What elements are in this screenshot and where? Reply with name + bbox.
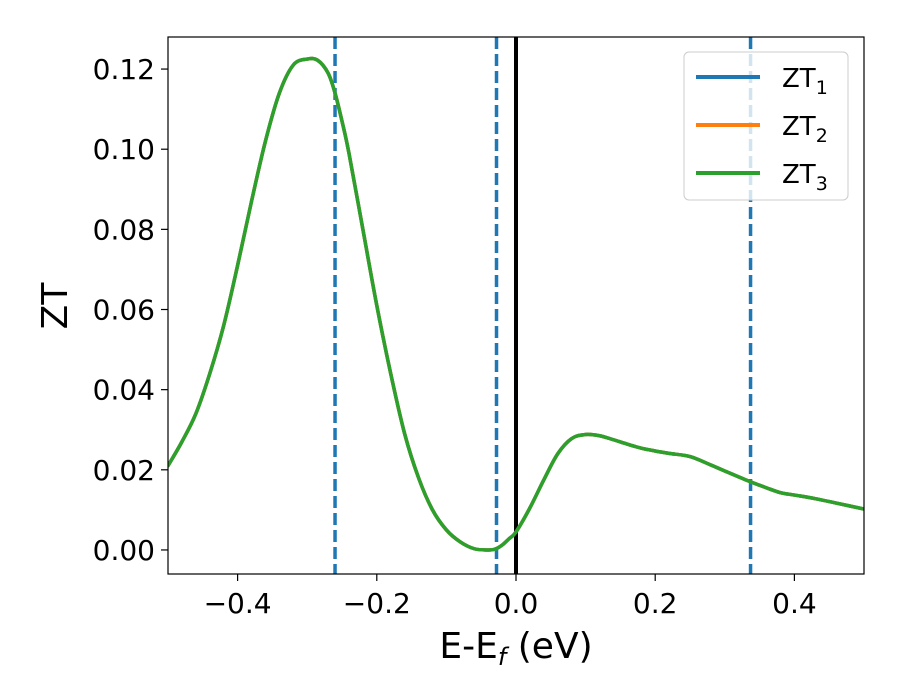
y-tick-label: 0.04 — [93, 374, 155, 407]
x-tick-label: −0.4 — [204, 587, 272, 620]
legend-label-zt1: ZT1 — [782, 64, 828, 99]
series-line-zt3 — [168, 56, 864, 552]
y-axis-ticks: 0.00 0.02 0.04 0.06 0.08 0.10 0.12 — [93, 53, 168, 567]
legend-label-zt2: ZT2 — [782, 112, 828, 147]
legend: ZT1 ZT2 ZT3 — [683, 51, 849, 201]
y-tick-label: 0.02 — [93, 454, 155, 487]
series-lines — [168, 56, 864, 552]
x-tick-label: 0.4 — [772, 587, 817, 620]
y-tick-label: 0.08 — [93, 213, 155, 246]
y-tick-label: 0.06 — [93, 294, 155, 327]
x-axis-ticks: −0.4 −0.2 0.0 0.2 0.4 — [204, 574, 817, 620]
y-axis-label: ZT — [35, 282, 76, 330]
y-tick-label: 0.12 — [93, 53, 155, 86]
x-tick-label: 0.0 — [494, 587, 539, 620]
x-tick-label: 0.2 — [633, 587, 678, 620]
legend-label-zt3: ZT3 — [782, 160, 828, 195]
legend-box — [683, 51, 849, 201]
x-tick-label: −0.2 — [343, 587, 411, 620]
x-axis-label: E-Ef (eV) — [439, 626, 592, 671]
y-tick-label: 0.10 — [93, 133, 155, 166]
y-tick-label: 0.00 — [93, 534, 155, 567]
